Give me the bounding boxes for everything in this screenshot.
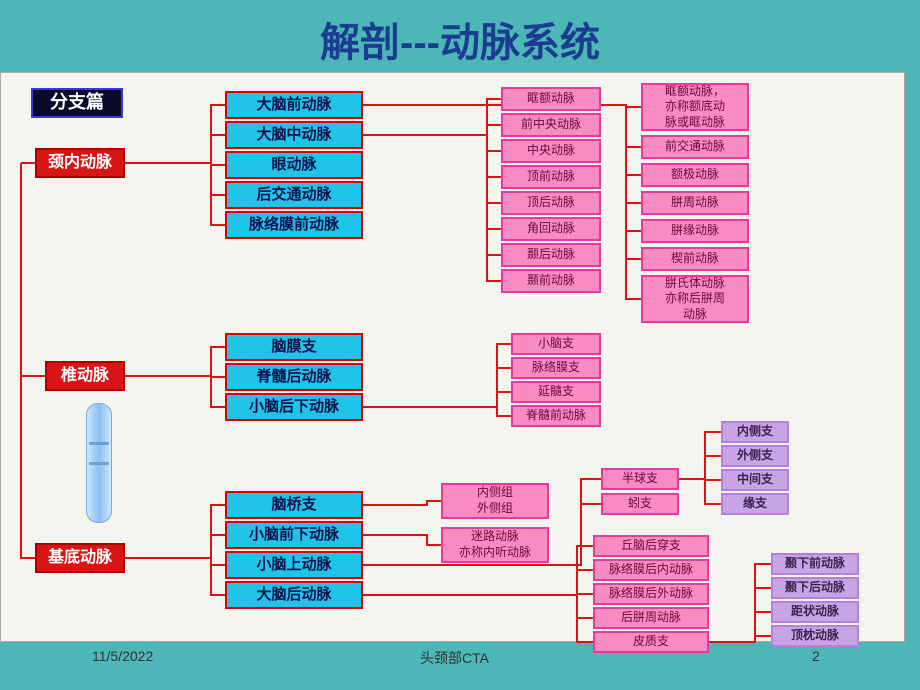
blue-c3-1: 小脑前下动脉 [225, 521, 363, 549]
pink-p2-3: 胼周动脉 [641, 191, 749, 215]
footer-center: 头颈部CTA [420, 648, 489, 668]
edge-24 [626, 107, 641, 299]
purple-u1-1: 外侧支 [721, 445, 789, 467]
purple-u2-1: 颞下后动脉 [771, 577, 859, 599]
pink-p6-2: 脉络膜后外动脉 [593, 583, 709, 605]
footer-date: 11/5/2022 [92, 648, 153, 664]
edge-8 [125, 347, 225, 376]
purple-u2-0: 颞下前动脉 [771, 553, 859, 575]
edge-11 [125, 505, 225, 558]
pink-p6-4: 皮质支 [593, 631, 709, 653]
edge-12 [211, 505, 225, 595]
edge-15 [363, 99, 501, 135]
purple-u1-0: 内侧支 [721, 421, 789, 443]
blue-c2-2: 小脑后下动脉 [225, 393, 363, 421]
blue-c3-3: 大脑后动脉 [225, 581, 363, 609]
purple-u1-3: 缘支 [721, 493, 789, 515]
pink-p1-7: 颞前动脉 [501, 269, 601, 293]
pink-p5-0: 半球支 [601, 468, 679, 490]
pink-p2-6: 胼氏体动脉 亦称后胼周 动脉 [641, 275, 749, 323]
pink-p4-1: 迷路动脉 亦称内听动脉 [441, 527, 549, 563]
pink-p6-0: 丘脑后穿支 [593, 535, 709, 557]
purple-u2-3: 顶枕动脉 [771, 625, 859, 647]
pink-p1-4: 顶后动脉 [501, 191, 601, 215]
edge-39 [577, 546, 593, 642]
edge-3 [125, 105, 225, 163]
edge-48 [755, 564, 771, 636]
blue-c1-0: 大脑前动脉 [225, 91, 363, 119]
pink-p2-4: 胼缘动脉 [641, 219, 749, 243]
edge-0 [21, 163, 35, 558]
blue-c3-2: 小脑上动脉 [225, 551, 363, 579]
purple-u1-2: 中间支 [721, 469, 789, 491]
blue-c2-1: 脊髓后动脉 [225, 363, 363, 391]
root-jidi: 基底动脉 [35, 543, 125, 573]
pink-p2-2: 额极动脉 [641, 163, 749, 187]
blue-c1-3: 后交通动脉 [225, 181, 363, 209]
pink-p5-1: 蚓支 [601, 493, 679, 515]
pink-p2-5: 楔前动脉 [641, 247, 749, 271]
edge-31 [497, 344, 511, 416]
purple-u2-2: 距状动脉 [771, 601, 859, 623]
pink-p1-3: 顶前动脉 [501, 165, 601, 189]
pink-p6-1: 脉络膜后内动脉 [593, 559, 709, 581]
edge-37 [581, 479, 601, 504]
root-jingnei: 颈内动脉 [35, 148, 125, 178]
pink-p2-1: 前交通动脉 [641, 135, 749, 159]
page-title: 解剖---动脉系统 [0, 0, 920, 83]
edge-35 [363, 535, 441, 545]
edge-44 [705, 432, 721, 504]
footer-page: 2 [812, 648, 820, 664]
blue-c3-0: 脑桥支 [225, 491, 363, 519]
edge-34 [363, 501, 441, 505]
header-node: 分支篇 [31, 88, 123, 118]
blue-c2-0: 脑膜支 [225, 333, 363, 361]
pink-p3-3: 脊髓前动脉 [511, 405, 601, 427]
pink-p3-1: 脉络膜支 [511, 357, 601, 379]
pink-p4-0: 内侧组 外侧组 [441, 483, 549, 519]
edge-43 [679, 432, 721, 479]
pink-p3-2: 延髓支 [511, 381, 601, 403]
pink-p6-3: 后胼周动脉 [593, 607, 709, 629]
diagram-canvas: 分支篇颈内动脉椎动脉基底动脉 大脑前动脉大脑中动脉眼动脉后交通动脉脉络膜前动脉脑膜… [0, 72, 905, 642]
pink-p1-0: 眶额动脉 [501, 87, 601, 111]
pink-p3-0: 小脑支 [511, 333, 601, 355]
edge-30 [363, 344, 511, 407]
pink-p1-6: 颞后动脉 [501, 243, 601, 267]
blue-c1-2: 眼动脉 [225, 151, 363, 179]
edge-47 [709, 564, 771, 642]
root-zhui: 椎动脉 [45, 361, 125, 391]
edge-16 [487, 99, 501, 281]
pink-p1-5: 角回动脉 [501, 217, 601, 241]
blue-c1-1: 大脑中动脉 [225, 121, 363, 149]
pink-p1-2: 中央动脉 [501, 139, 601, 163]
edge-9 [211, 347, 225, 407]
pink-p1-1: 前中央动脉 [501, 113, 601, 137]
pink-p2-0: 眶额动脉， 亦称额底动 脉或眶动脉 [641, 83, 749, 131]
spine-graphic [86, 403, 112, 523]
blue-c1-4: 脉络膜前动脉 [225, 211, 363, 239]
edge-4 [211, 105, 225, 225]
